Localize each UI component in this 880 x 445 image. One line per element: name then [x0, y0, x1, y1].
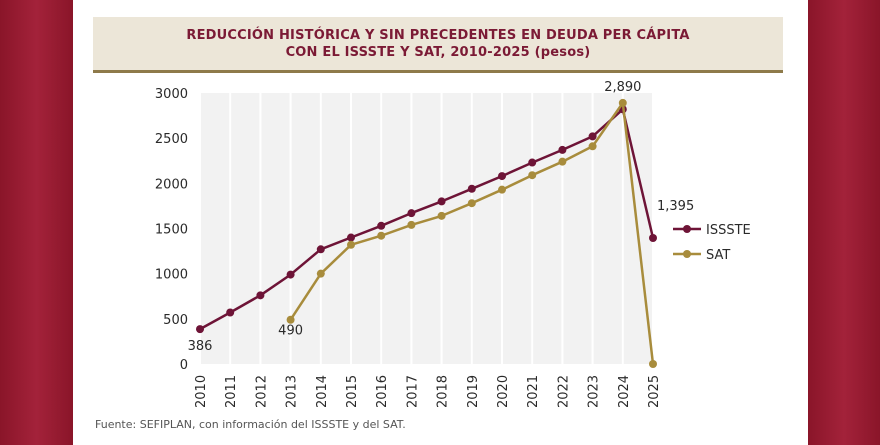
point-issste-2011: [226, 308, 235, 317]
point-issste-2017: [407, 209, 416, 218]
point-sat-2021: [528, 171, 537, 180]
point-sat-2018: [437, 211, 446, 220]
point-issste-2016: [377, 221, 386, 230]
point-issste-2015: [347, 233, 355, 242]
right-background-band: [808, 0, 880, 445]
point-issste-2012: [256, 291, 265, 300]
line-chart: 0 500 1000 1500 2000 2500 3000 2010 2011 2012 2013…: [155, 80, 751, 408]
legend: ISSSTE SAT: [673, 223, 751, 263]
point-issste-2021: [528, 158, 537, 167]
title-banner: REDUCCIÓN HISTÓRICA Y SIN PRECEDENTES EN…: [93, 17, 783, 73]
left-background-band: [0, 0, 73, 445]
title-line-1: REDUCCIÓN HISTÓRICA Y SIN PRECEDENTES EN…: [186, 27, 690, 43]
x-tick-label-2014: 2014: [315, 375, 330, 408]
legend-marker-sat: [683, 250, 691, 258]
x-tick-label-2018: 2018: [436, 375, 451, 408]
point-issste-2023: [588, 132, 597, 141]
series-line-issste: [199, 108, 655, 331]
point-issste-2020: [498, 172, 506, 181]
x-tick-label-2025: 2025: [647, 375, 662, 408]
y-tick-label-2000: 2000: [155, 177, 188, 192]
title-line-2: CON EL ISSSTE Y SAT, 2010-2025 (pesos): [285, 44, 591, 60]
x-tick-label-2016: 2016: [375, 375, 390, 408]
y-tick-label-1500: 1500: [155, 223, 188, 238]
data-label-issste-2025: 1,395: [657, 199, 694, 214]
x-tick-label-2013: 2013: [285, 375, 300, 408]
point-sat-2019: [467, 199, 476, 208]
point-sat-2016: [377, 231, 386, 240]
infographic-card: REDUCCIÓN HISTÓRICA Y SIN PRECEDENTES EN…: [73, 0, 808, 445]
data-label-issste-2010: 386: [188, 339, 213, 354]
x-tick-label-2015: 2015: [345, 375, 360, 408]
x-tick-label-2017: 2017: [405, 375, 420, 408]
x-tick-label-2023: 2023: [587, 375, 602, 408]
y-tick-label-3000: 3000: [155, 87, 188, 102]
point-sat-2015: [347, 240, 355, 249]
x-tick-label-2010: 2010: [194, 375, 209, 408]
point-sat-2013: [286, 315, 295, 324]
label-layer: 0 500 1000 1500 2000 2500 3000 2010 2011 2012 2013…: [155, 80, 694, 408]
point-issste-2010: [196, 325, 204, 334]
point-issste-2014: [316, 245, 325, 254]
point-sat-2024: [618, 98, 627, 107]
y-tick-label-2500: 2500: [155, 132, 188, 147]
point-sat-2014: [316, 269, 325, 278]
series-layer: [196, 98, 657, 368]
source-note: Fuente: SEFIPLAN, con información del IS…: [95, 418, 406, 431]
y-tick-label-0: 0: [180, 358, 188, 373]
point-sat-2017: [407, 220, 416, 229]
legend-marker-issste: [683, 225, 691, 233]
point-issste-2013: [286, 270, 295, 279]
plot-area: [200, 93, 653, 364]
x-tick-label-2022: 2022: [556, 375, 571, 408]
x-tick-label-2012: 2012: [254, 375, 269, 408]
point-issste-2025: [649, 233, 657, 242]
x-tick-label-2020: 2020: [496, 375, 511, 408]
point-sat-2023: [588, 142, 597, 151]
x-tick-label-2021: 2021: [526, 375, 541, 408]
legend-label-issste: ISSSTE: [706, 223, 751, 238]
y-tick-label-1000: 1000: [155, 268, 188, 283]
x-tick-label-2011: 2011: [224, 375, 239, 408]
point-issste-2019: [467, 184, 476, 193]
x-tick-label-2019: 2019: [466, 375, 481, 408]
grid-layer: [199, 93, 654, 364]
point-issste-2022: [558, 145, 567, 154]
y-tick-label-500: 500: [163, 313, 188, 328]
x-tick-label-2024: 2024: [617, 375, 632, 408]
point-sat-2020: [498, 185, 506, 194]
point-issste-2018: [437, 197, 446, 206]
legend-label-sat: SAT: [706, 248, 730, 263]
point-sat-2022: [558, 157, 567, 166]
data-label-sat-2024: 2,890: [604, 80, 641, 95]
data-label-sat-2013: 490: [278, 324, 303, 339]
point-sat-2025: [649, 360, 657, 368]
